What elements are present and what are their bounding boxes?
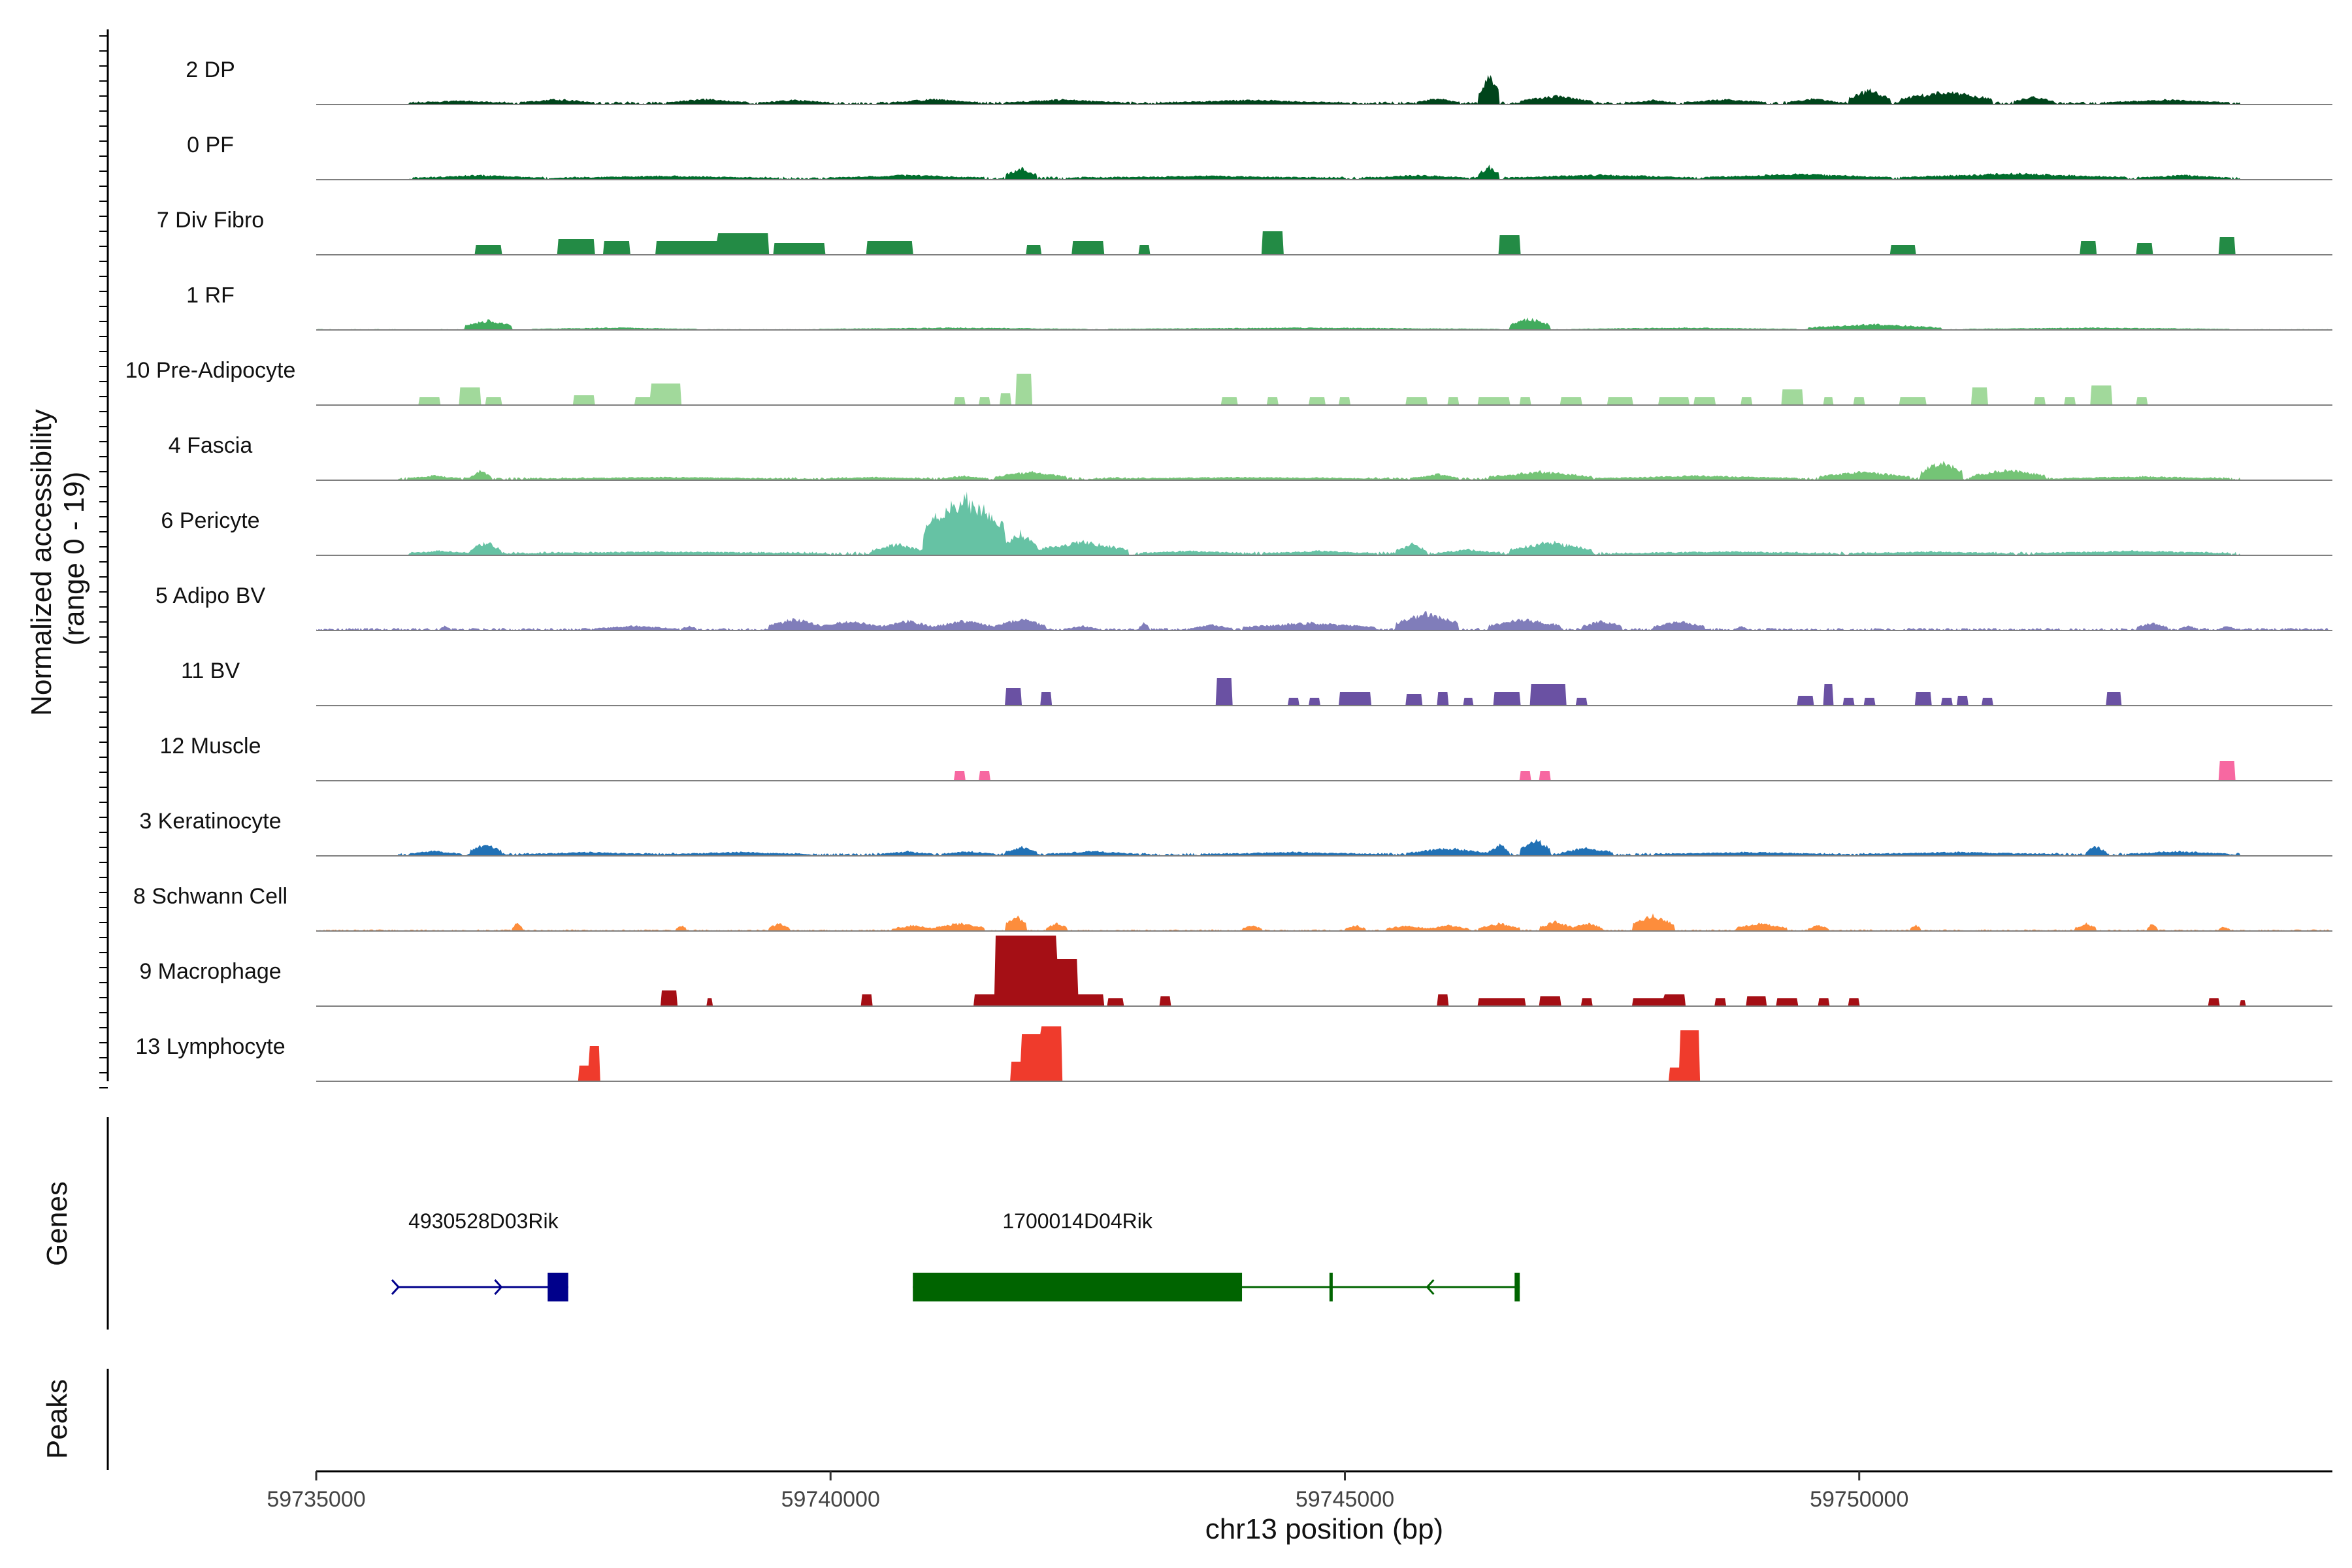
track-label: 7 Div Fibro xyxy=(157,208,264,233)
peaks-track-label: Peaks xyxy=(41,1379,73,1459)
gene-exon xyxy=(547,1273,568,1301)
y-axis-title: Normalized accessibility (range 0 - 19) xyxy=(25,401,90,716)
x-tick-label: 59745000 xyxy=(1296,1487,1394,1512)
coverage-area xyxy=(316,74,2332,105)
y-axis-ticks xyxy=(99,35,108,1088)
x-axis-title: chr13 position (bp) xyxy=(1205,1513,1443,1545)
coverage-area xyxy=(316,936,2332,1006)
track-label: 11 BV xyxy=(181,659,240,683)
strand-arrow xyxy=(1426,1279,1435,1296)
track-6-pericyte: 6 Pericyte xyxy=(161,491,2332,556)
track-label: 12 Muscle xyxy=(160,734,261,759)
coverage-area xyxy=(316,1026,2332,1081)
track-12-muscle: 12 Muscle xyxy=(160,734,2332,781)
track-label: 10 Pre-Adipocyte xyxy=(125,358,296,383)
track-label: 3 Keratinocyte xyxy=(139,809,281,834)
track-9-macrophage: 9 Macrophage xyxy=(139,936,2332,1007)
y-axis-title-line1: Normalized accessibility xyxy=(25,409,57,715)
coverage-area xyxy=(316,461,2332,480)
gene-exon xyxy=(1514,1273,1520,1301)
track-label: 9 Macrophage xyxy=(139,959,281,984)
gene-label: 1700014D04Rik xyxy=(1002,1209,1153,1233)
track-13-lymphocyte: 13 Lymphocyte xyxy=(135,1026,2332,1082)
track-4-fascia: 4 Fascia xyxy=(169,433,2332,481)
coverage-area xyxy=(316,913,2332,931)
gene-label: 4930528D03Rik xyxy=(408,1209,559,1233)
track-7-div-fibro: 7 Div Fibro xyxy=(157,208,2332,255)
gene-annotations: 4930528D03Rik 1700014D04Rik xyxy=(391,1209,1520,1301)
coverage-area xyxy=(316,374,2332,405)
track-8-schwann-cell: 8 Schwann Cell xyxy=(133,884,2332,932)
coverage-area xyxy=(316,318,2332,330)
strand-arrow xyxy=(494,1279,503,1296)
track-2-dp: 2 DP xyxy=(186,57,2332,105)
strand-arrow xyxy=(391,1279,400,1296)
coverage-area xyxy=(316,231,2332,255)
coverage-area xyxy=(316,678,2332,706)
gene-1700014d04rik: 1700014D04Rik xyxy=(913,1209,1520,1301)
x-axis-ticks: 59735000 59740000 59745000 59750000 xyxy=(267,1471,1908,1512)
track-1-rf: 1 RF xyxy=(186,283,2332,331)
track-label: 2 DP xyxy=(186,57,235,82)
track-10-pre-adipocyte: 10 Pre-Adipocyte xyxy=(125,358,2332,406)
x-tick-label: 59740000 xyxy=(781,1487,880,1512)
track-label: 1 RF xyxy=(186,283,235,308)
track-label: 4 Fascia xyxy=(169,433,253,458)
track-3-keratinocyte: 3 Keratinocyte xyxy=(139,809,2332,857)
coverage-area xyxy=(316,839,2332,856)
gene-4930528d03rik: 4930528D03Rik xyxy=(391,1209,568,1301)
gene-exon xyxy=(913,1273,1243,1301)
track-11-bv: 11 BV xyxy=(181,659,2332,706)
coverage-area xyxy=(316,491,2332,555)
x-tick-label: 59735000 xyxy=(267,1487,365,1512)
coverage-area xyxy=(316,761,2332,781)
track-label: 6 Pericyte xyxy=(161,508,259,533)
track-0-pf: 0 PF xyxy=(187,133,2332,180)
y-axis-title-line2: (range 0 - 19) xyxy=(58,472,90,646)
x-tick-label: 59750000 xyxy=(1810,1487,1908,1512)
coverage-tracks: 2 DP 0 PF 7 Div Fibro 1 RF 10 Pre-Adipocyte 4… xyxy=(125,57,2332,1082)
track-label: 5 Adipo BV xyxy=(155,583,266,608)
track-5-adipo-bv: 5 Adipo BV xyxy=(155,583,2332,631)
gene-exon xyxy=(1329,1273,1333,1301)
coverage-area xyxy=(316,164,2332,180)
track-label: 13 Lymphocyte xyxy=(135,1034,285,1059)
coverage-area xyxy=(316,611,2332,630)
track-label: 8 Schwann Cell xyxy=(133,884,287,909)
track-label: 0 PF xyxy=(187,133,234,157)
genes-track-label: Genes xyxy=(41,1181,73,1266)
